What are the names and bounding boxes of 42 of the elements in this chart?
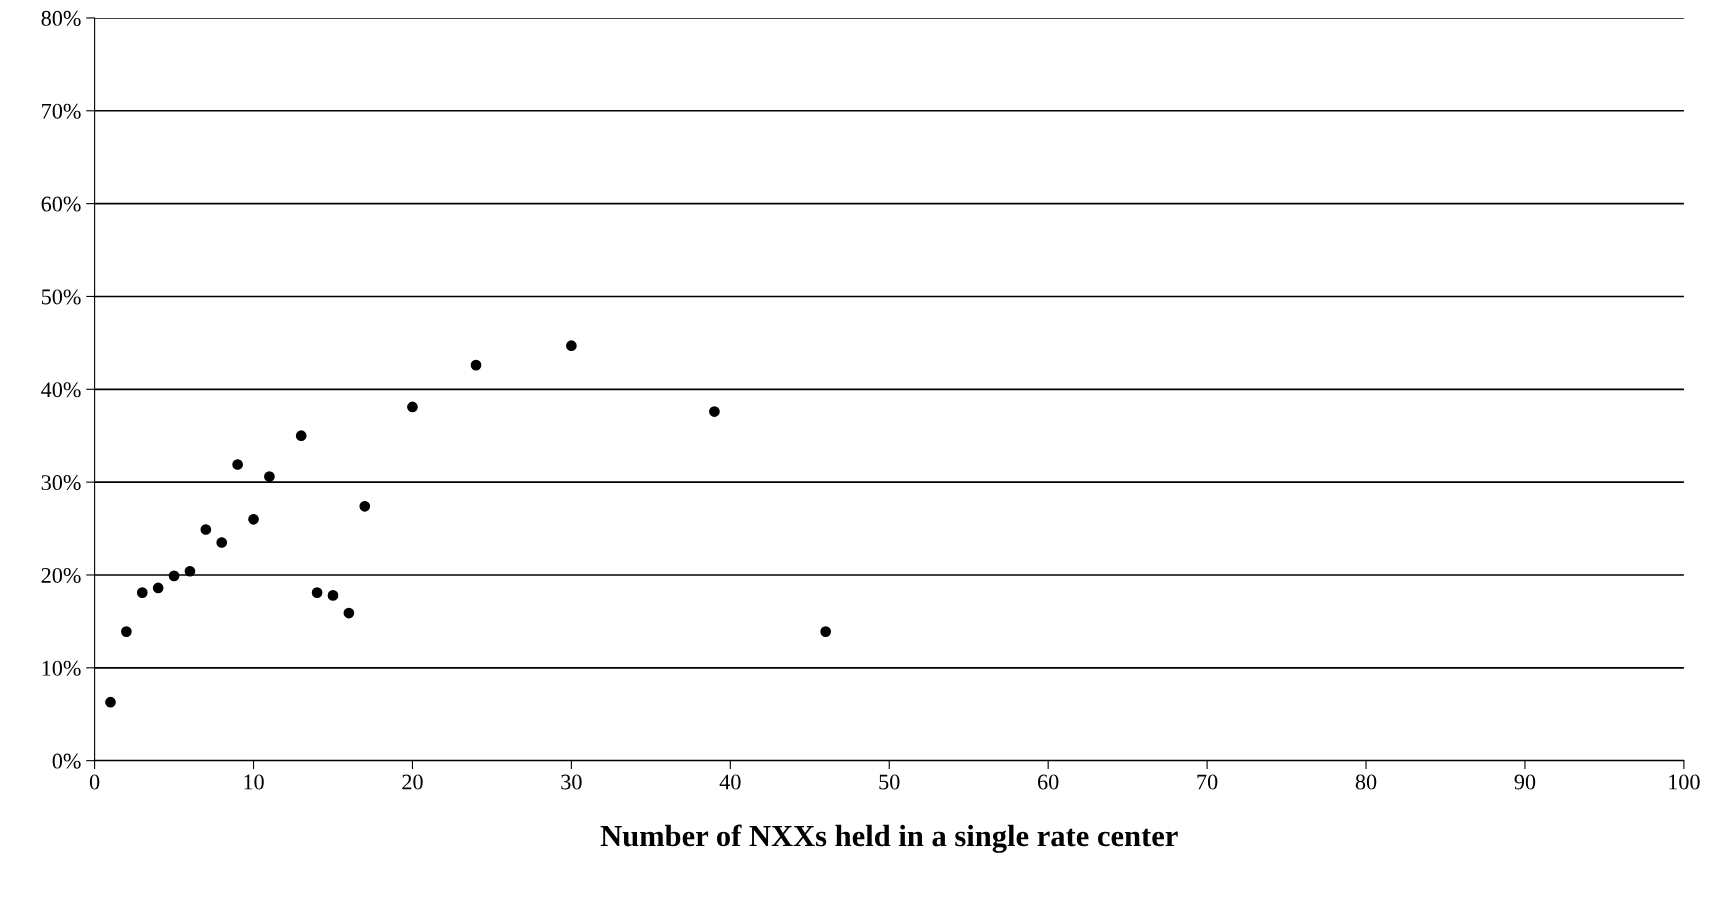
x-tick-label: 50 — [879, 774, 900, 790]
point — [343, 607, 355, 619]
x-tick-label: 90 — [1514, 774, 1536, 790]
x-tick-label: 40 — [719, 774, 741, 790]
point — [359, 500, 371, 512]
y-tick-label: 70% — [42, 103, 81, 119]
point — [232, 459, 243, 470]
point — [566, 340, 577, 352]
point — [248, 513, 259, 525]
y-tick-label: 10% — [42, 660, 81, 676]
y-tick-label: 30% — [41, 475, 81, 491]
y-tick-label: 20% — [41, 567, 81, 583]
x-tick-label: 0 — [89, 774, 100, 790]
y-tick-label: 0% — [52, 753, 81, 769]
point — [121, 626, 132, 637]
x-axis-title: Number of NXXs held in a single rate center — [600, 824, 1178, 853]
x-tick-label: 30 — [561, 774, 582, 790]
y-tick-label: 60% — [41, 196, 81, 212]
x-tick-label: 20 — [402, 774, 423, 790]
point — [295, 430, 307, 442]
x-tick-label: 70 — [1197, 774, 1218, 790]
point — [407, 401, 418, 413]
x-tick-label: 10 — [244, 774, 264, 790]
point — [264, 471, 275, 482]
y-tick-label: 50% — [41, 289, 81, 305]
y-tick-label: 40% — [41, 382, 81, 398]
point — [105, 696, 116, 708]
point — [200, 524, 212, 535]
point — [820, 626, 832, 637]
point — [311, 587, 323, 598]
point — [470, 359, 482, 371]
x-tick-label: 60 — [1038, 774, 1059, 790]
point — [136, 587, 148, 598]
y-tick-label: 80% — [41, 10, 81, 26]
x-tick-label: 100 — [1669, 774, 1700, 790]
point — [709, 406, 720, 417]
point — [168, 570, 180, 582]
point — [327, 590, 339, 601]
point — [152, 582, 164, 594]
point — [216, 537, 228, 548]
x-tick-label: 80 — [1355, 774, 1377, 790]
point — [184, 565, 196, 577]
